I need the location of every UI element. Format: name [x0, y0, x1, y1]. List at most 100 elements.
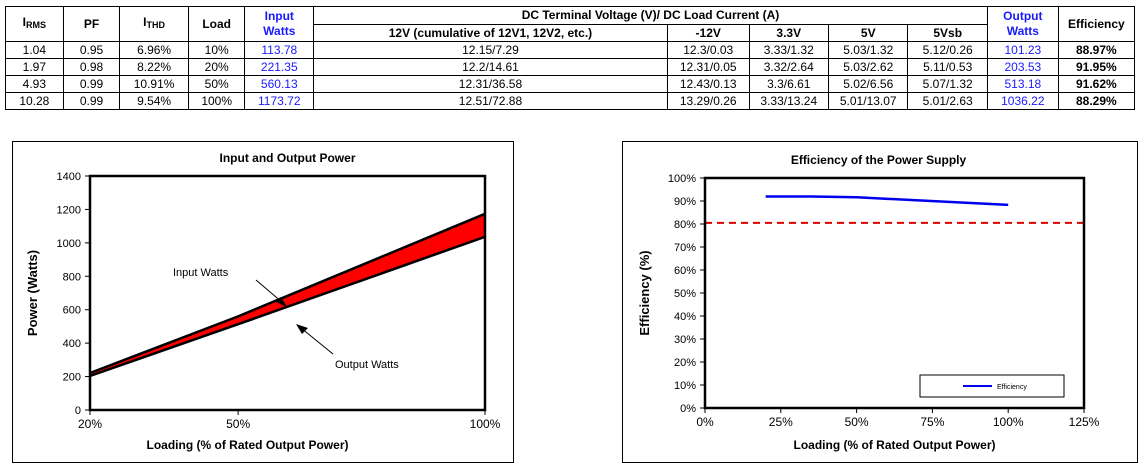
- x-tick-label: 50%: [226, 417, 250, 431]
- y-tick-label: 50%: [674, 288, 696, 300]
- cell-5v: 5.02/6.56: [827, 75, 909, 93]
- table-row: 4.93 0.99 10.91% 50% 560.13 12.31/36.58 …: [5, 75, 1136, 93]
- plot-area-frame: [703, 176, 1086, 410]
- cell-minus-12v: 12.31/0.05: [666, 58, 750, 76]
- y-axis-label: Efficiency (%): [637, 250, 652, 335]
- header-load: Load: [187, 6, 246, 42]
- cell-efficiency: 91.62%: [1057, 75, 1136, 93]
- header-dc-terminal: DC Terminal Voltage (V)/ DC Load Current…: [313, 6, 988, 25]
- table-row: 1.97 0.98 8.22% 20% 221.35 12.2/14.61 12…: [5, 58, 1136, 76]
- cell-minus-12v: 13.29/0.26: [666, 92, 750, 110]
- cell-ithd: 6.96%: [119, 41, 189, 59]
- y-tick-label: 400: [63, 338, 81, 350]
- cell-output-watts: 1036.22: [986, 92, 1059, 110]
- header-efficiency: Efficiency: [1057, 6, 1136, 42]
- cell-5vsb: 5.11/0.53: [907, 58, 988, 76]
- header-output-watts: Output Watts: [986, 6, 1059, 42]
- cell-load: 100%: [187, 92, 246, 110]
- y-tick-label: 200: [63, 372, 81, 384]
- cell-5v: 5.03/1.32: [827, 41, 909, 59]
- y-tick-label: 90%: [674, 196, 696, 208]
- y-tick-label: 1200: [57, 204, 81, 216]
- cell-irms: 1.04: [5, 41, 64, 59]
- y-tick-label: 100%: [668, 173, 696, 185]
- x-tick-label: 100%: [470, 417, 501, 431]
- cell-3v3: 3.3/6.61: [748, 75, 830, 93]
- annotation-input-watts: Input Watts: [173, 267, 229, 279]
- chart-title: Input and Output Power: [220, 151, 356, 165]
- cell-5vsb: 5.12/0.26: [907, 41, 988, 59]
- y-tick-label: 1400: [57, 171, 81, 183]
- legend-label: Efficiency: [997, 384, 1027, 391]
- cell-pf: 0.95: [62, 41, 121, 59]
- annotation-arrow: [300, 327, 334, 355]
- header-5vsb: 5Vsb: [907, 24, 988, 42]
- power-supply-spec-table: IRMS PF ITHD Load Input Watts DC Termina…: [5, 6, 1136, 110]
- y-tick-label: 40%: [674, 311, 696, 323]
- x-tick-label: 0%: [696, 415, 714, 429]
- header-minus-12v: -12V: [666, 24, 750, 42]
- y-tick-label: 800: [63, 271, 81, 283]
- cell-output-watts: 203.53: [986, 58, 1059, 76]
- cell-12v: 12.2/14.61: [313, 58, 668, 76]
- cell-irms: 1.97: [5, 58, 64, 76]
- cell-ithd: 9.54%: [119, 92, 189, 110]
- y-axis-label: Power (Watts): [25, 250, 40, 336]
- chart-title: Efficiency of the Power Supply: [791, 153, 967, 167]
- cell-pf: 0.98: [62, 58, 121, 76]
- x-tick-label: 50%: [845, 415, 869, 429]
- cell-load: 10%: [187, 41, 246, 59]
- efficiency-line: [765, 195, 1009, 207]
- header-row-1: IRMS PF ITHD Load Input Watts DC Termina…: [5, 6, 1136, 42]
- plot-area-frame: [88, 174, 487, 412]
- table-row: 10.28 0.99 9.54% 100% 1173.72 12.51/72.8…: [5, 92, 1136, 110]
- y-tick-label: 10%: [674, 380, 696, 392]
- header-irms: IRMS: [5, 6, 64, 42]
- cell-irms: 10.28: [5, 92, 64, 110]
- output-watts-line: [89, 235, 486, 378]
- header-ithd: ITHD: [119, 6, 189, 42]
- cell-ithd: 8.22%: [119, 58, 189, 76]
- x-axis-label: Loading (% of Rated Output Power): [147, 438, 349, 452]
- cell-5v: 5.01/13.07: [827, 92, 909, 110]
- cell-efficiency: 88.97%: [1057, 41, 1136, 59]
- cell-ithd: 10.91%: [119, 75, 189, 93]
- x-axis-label: Loading (% of Rated Output Power): [794, 438, 996, 452]
- efficiency-chart: Efficiency of the Power Supply 0% 10% 20% 30…: [637, 153, 1100, 452]
- header-12v: 12V (cumulative of 12V1, 12V2, etc.): [313, 24, 668, 42]
- arrow-head-icon: [276, 297, 287, 307]
- y-tick-label: 0: [75, 405, 81, 417]
- cell-load: 20%: [187, 58, 246, 76]
- x-tick-label: 100%: [993, 415, 1024, 429]
- cell-5vsb: 5.07/1.32: [907, 75, 988, 93]
- header-3v3: 3.3V: [748, 24, 830, 42]
- y-tick-label: 60%: [674, 265, 696, 277]
- y-tick-label: 80%: [674, 219, 696, 231]
- annotation-arrow: [255, 279, 284, 304]
- arrow-head-icon: [296, 324, 308, 334]
- efficiency-chart-panel: Efficiency of the Power Supply 0% 10% 20% 30…: [622, 141, 1138, 463]
- cell-pf: 0.99: [62, 75, 121, 93]
- power-chart-panel: Input and Output Power 0 200 400 600 800 1000 1…: [12, 141, 514, 463]
- x-tick-label: 25%: [769, 415, 793, 429]
- cell-load: 50%: [187, 75, 246, 93]
- power-chart: Input and Output Power 0 200 400 600 800 1000 1…: [25, 151, 501, 452]
- cell-output-watts: 101.23: [986, 41, 1059, 59]
- x-tick-label: 20%: [78, 417, 102, 431]
- cell-irms: 4.93: [5, 75, 64, 93]
- cell-3v3: 3.32/2.64: [748, 58, 830, 76]
- cell-pf: 0.99: [62, 92, 121, 110]
- y-tick-label: 600: [63, 305, 81, 317]
- cell-5vsb: 5.01/2.63: [907, 92, 988, 110]
- cell-5v: 5.03/2.62: [827, 58, 909, 76]
- cell-minus-12v: 12.43/0.13: [666, 75, 750, 93]
- y-tick-label: 0%: [680, 403, 696, 415]
- cell-12v: 12.51/72.88: [313, 92, 668, 110]
- cell-efficiency: 91.95%: [1057, 58, 1136, 76]
- cell-3v3: 3.33/13.24: [748, 92, 830, 110]
- input-watts-line: [89, 212, 486, 375]
- header-pf: PF: [62, 6, 121, 42]
- x-tick-label: 75%: [920, 415, 944, 429]
- table-row: 1.04 0.95 6.96% 10% 113.78 12.15/7.29 12…: [5, 41, 1136, 59]
- cell-efficiency: 88.29%: [1057, 92, 1136, 110]
